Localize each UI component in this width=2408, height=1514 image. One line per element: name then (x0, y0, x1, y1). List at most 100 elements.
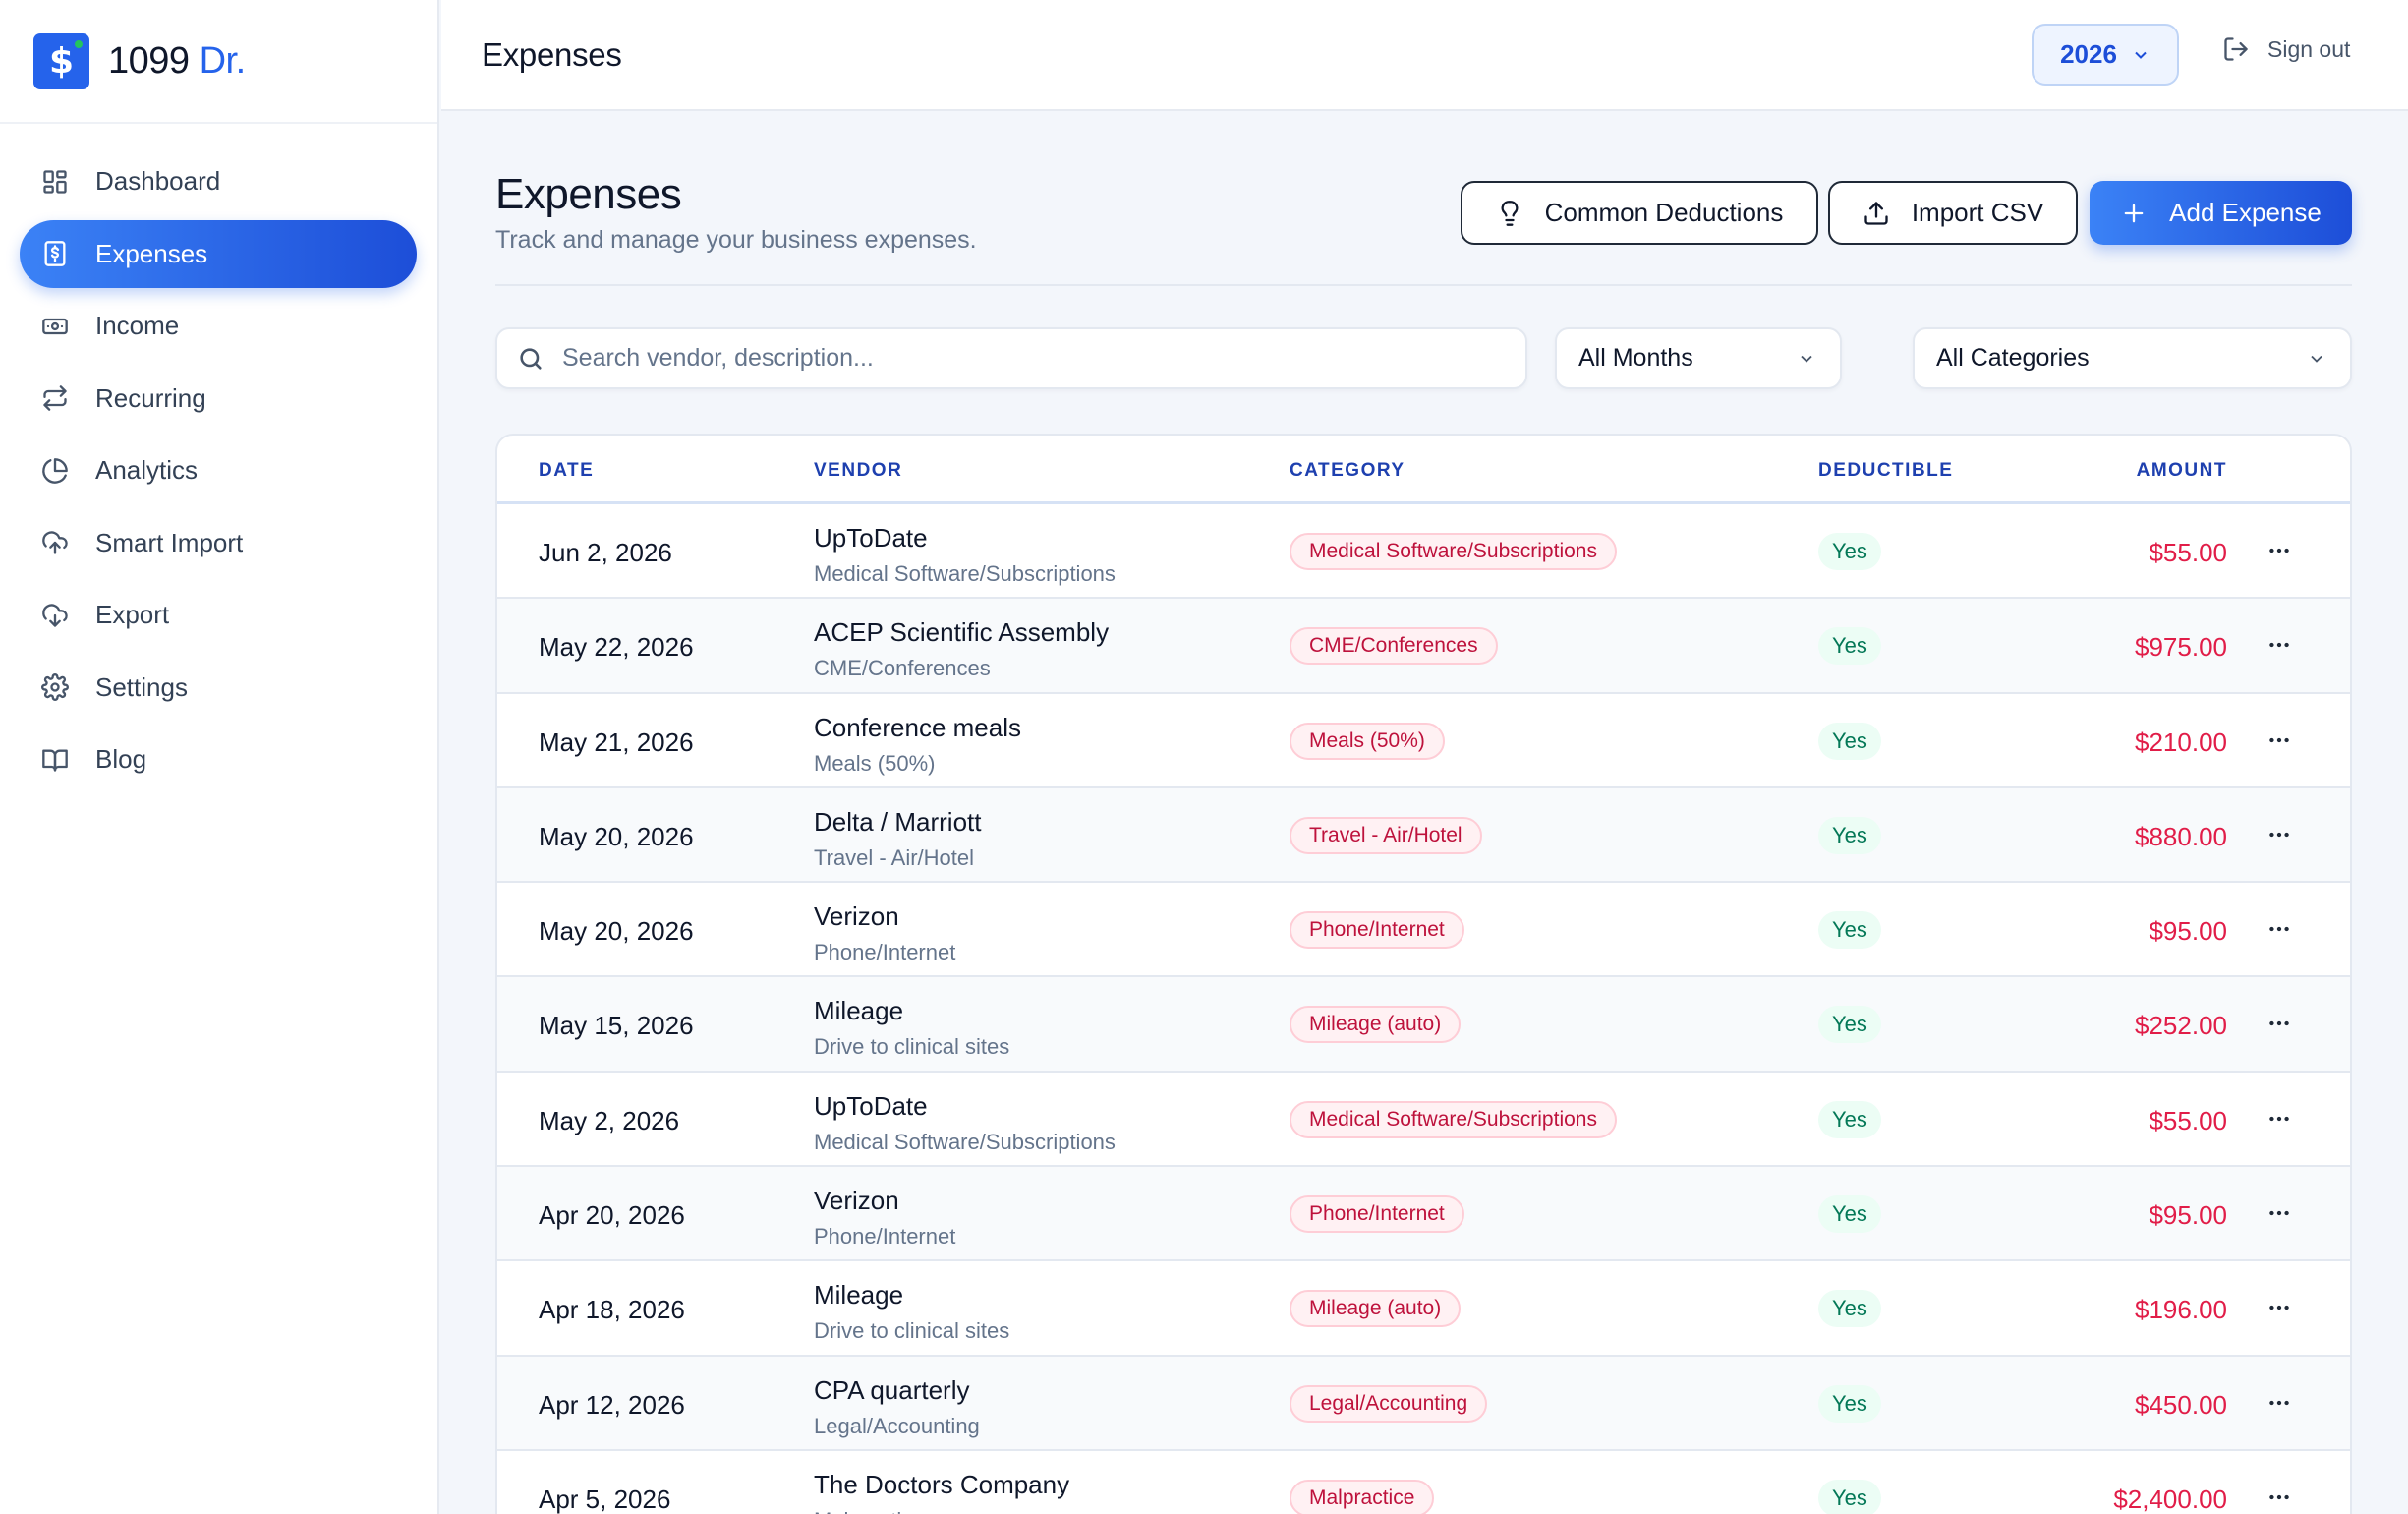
more-horizontal-icon (2269, 548, 2289, 553)
chevron-down-icon (2311, 355, 2322, 363)
categories-select[interactable]: All Categories (1913, 327, 2352, 389)
row-vendor: Conference meals Meals (50%) (814, 713, 1021, 777)
row-more-button[interactable] (2263, 1102, 2296, 1136)
sidebar-item-expenses[interactable]: Expenses (20, 219, 417, 288)
cloud-download-icon (40, 601, 70, 630)
row-more-button[interactable] (2263, 1291, 2296, 1324)
sidebar-item-label: Expenses (95, 238, 208, 268)
sidebar-item-income[interactable]: Income (20, 292, 417, 360)
sidebar-item-dashboard[interactable]: Dashboard (20, 147, 417, 215)
row-vendor-name: Verizon (814, 902, 899, 932)
topbar: Expenses 2026 Sign out (441, 0, 2408, 111)
row-category-badge: Medical Software/Subscriptions (1290, 533, 1617, 570)
table-row[interactable]: Apr 5, 2026 The Doctors Company Malpractic… (497, 1451, 2350, 1514)
table-row[interactable]: May 15, 2026 Mileage Drive to clinical sit… (497, 977, 2350, 1073)
brand-name: 1099 Dr. (108, 40, 246, 83)
page-subtitle: Track and manage your business expenses. (495, 226, 977, 254)
brand-name-prefix: 1099 (108, 39, 190, 82)
column-header-date[interactable]: DATE (539, 460, 595, 481)
table-row[interactable]: May 20, 2026 Delta / Marriott Travel - Air… (497, 787, 2350, 884)
sidebar-item-recurring[interactable]: Recurring (20, 365, 417, 433)
year-select[interactable]: 2026 (2032, 24, 2179, 86)
row-category-badge: Medical Software/Subscriptions (1290, 1100, 1617, 1138)
row-date: May 20, 2026 (539, 916, 694, 947)
table-row[interactable]: May 21, 2026 Conference meals Meals (50%) M… (497, 694, 2350, 788)
row-deductible-badge: Yes (1818, 1479, 1881, 1514)
repeat-icon (40, 383, 70, 413)
table-body: Jun 2, 2026 UpToDate Medical Software/Subs… (497, 504, 2350, 1514)
row-vendor-description: Travel - Air/Hotel (814, 844, 975, 870)
filters-bar: All Months All Categories (495, 286, 2352, 434)
logo-symbol: $ (48, 40, 75, 82)
row-date: Apr 18, 2026 (539, 1295, 685, 1325)
row-vendor-name: UpToDate (814, 523, 928, 553)
common-deductions-label: Common Deductions (1544, 198, 1784, 227)
table-header: DATE VENDOR CATEGORY DEDUCTIBLE AMOUNT (497, 436, 2350, 504)
column-header-amount[interactable]: AMOUNT (2136, 460, 2227, 481)
row-category-badge: Malpractice (1290, 1479, 1435, 1514)
table-row[interactable]: Apr 18, 2026 Mileage Drive to clinical sit… (497, 1261, 2350, 1357)
sidebar-item-analytics[interactable]: Analytics (20, 437, 417, 504)
more-horizontal-icon (2269, 1306, 2289, 1310)
plus-icon (2124, 204, 2144, 222)
sidebar-item-export[interactable]: Export (20, 581, 417, 649)
row-vendor-name: Delta / Marriott (814, 806, 982, 837)
row-vendor-description: Malpractice (814, 1508, 1069, 1514)
column-header-category[interactable]: CATEGORY (1290, 460, 1405, 481)
row-more-button[interactable] (2263, 534, 2296, 567)
row-vendor-description: CME/Conferences (814, 656, 991, 681)
row-date: Apr 5, 2026 (539, 1484, 671, 1514)
row-category-badge: Legal/Accounting (1290, 1384, 1488, 1423)
sidebar-item-blog[interactable]: Blog (20, 726, 417, 793)
sidebar-item-settings[interactable]: Settings (20, 654, 417, 722)
row-amount: $252.00 (2135, 1011, 2227, 1041)
more-horizontal-icon (2269, 1116, 2289, 1121)
lightbulb-icon (1501, 200, 1519, 226)
table-row[interactable]: May 22, 2026 ACEP Scientific Assembly CME/… (497, 599, 2350, 694)
row-vendor-name: Mileage (814, 996, 904, 1026)
sidebar-item-label: Smart Import (95, 527, 244, 557)
row-deductible-badge: Yes (1818, 1290, 1881, 1328)
row-vendor-name: CPA quarterly (814, 1374, 970, 1405)
sidebar-item-label: Dashboard (95, 166, 221, 196)
sidebar-item-smart-import[interactable]: Smart Import (20, 509, 417, 577)
common-deductions-button[interactable]: Common Deductions (1461, 181, 1818, 245)
row-more-button[interactable] (2263, 1007, 2296, 1040)
row-deductible-badge: Yes (1818, 1384, 1881, 1423)
sign-out-label: Sign out (2267, 35, 2351, 62)
sidebar-item-label: Settings (95, 671, 188, 702)
row-vendor-name: ACEP Scientific Assembly (814, 617, 1110, 648)
status-dot-icon (73, 37, 85, 50)
topbar-title: Expenses (482, 35, 622, 73)
row-more-button[interactable] (2263, 724, 2296, 757)
row-more-button[interactable] (2263, 1386, 2296, 1420)
sidebar-item-label: Export (95, 600, 170, 629)
column-header-deductible[interactable]: DEDUCTIBLE (1818, 460, 1954, 481)
main-content: Expenses Track and manage your business … (495, 111, 2352, 1514)
row-more-button[interactable] (2263, 912, 2296, 946)
import-csv-button[interactable]: Import CSV (1828, 181, 2078, 245)
row-vendor: UpToDate Medical Software/Subscriptions (814, 523, 1116, 587)
chevron-down-icon (2135, 51, 2147, 59)
row-vendor: UpToDate Medical Software/Subscriptions (814, 1091, 1116, 1155)
brand[interactable]: $ 1099 Dr. (0, 0, 437, 124)
sign-out-button[interactable]: Sign out (2222, 35, 2350, 63)
table-row[interactable]: May 20, 2026 Verizon Phone/Internet Phone/I… (497, 883, 2350, 978)
row-deductible-badge: Yes (1818, 816, 1881, 854)
table-row[interactable]: Apr 20, 2026 Verizon Phone/Internet Phone/I… (497, 1167, 2350, 1262)
table-row[interactable]: May 2, 2026 UpToDate Medical Software/Subs… (497, 1073, 2350, 1168)
add-expense-button[interactable]: Add Expense (2090, 181, 2352, 245)
grid-icon (40, 167, 70, 197)
row-more-button[interactable] (2263, 628, 2296, 662)
row-more-button[interactable] (2263, 1481, 2296, 1514)
months-select[interactable]: All Months (1555, 327, 1842, 389)
row-date: May 2, 2026 (539, 1105, 680, 1136)
search-input[interactable] (562, 344, 1486, 373)
row-amount: $95.00 (2149, 916, 2227, 947)
column-header-vendor[interactable]: VENDOR (814, 460, 903, 481)
row-more-button[interactable] (2263, 1196, 2296, 1230)
row-amount: $95.00 (2149, 1200, 2227, 1231)
row-more-button[interactable] (2263, 818, 2296, 851)
table-row[interactable]: Jun 2, 2026 UpToDate Medical Software/Subs… (497, 504, 2350, 600)
table-row[interactable]: Apr 12, 2026 CPA quarterly Legal/Accountin… (497, 1356, 2350, 1451)
